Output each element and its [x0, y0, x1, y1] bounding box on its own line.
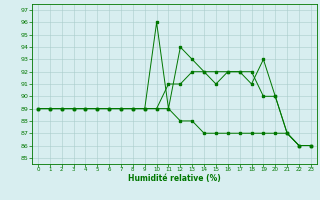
X-axis label: Humidité relative (%): Humidité relative (%): [128, 174, 221, 183]
